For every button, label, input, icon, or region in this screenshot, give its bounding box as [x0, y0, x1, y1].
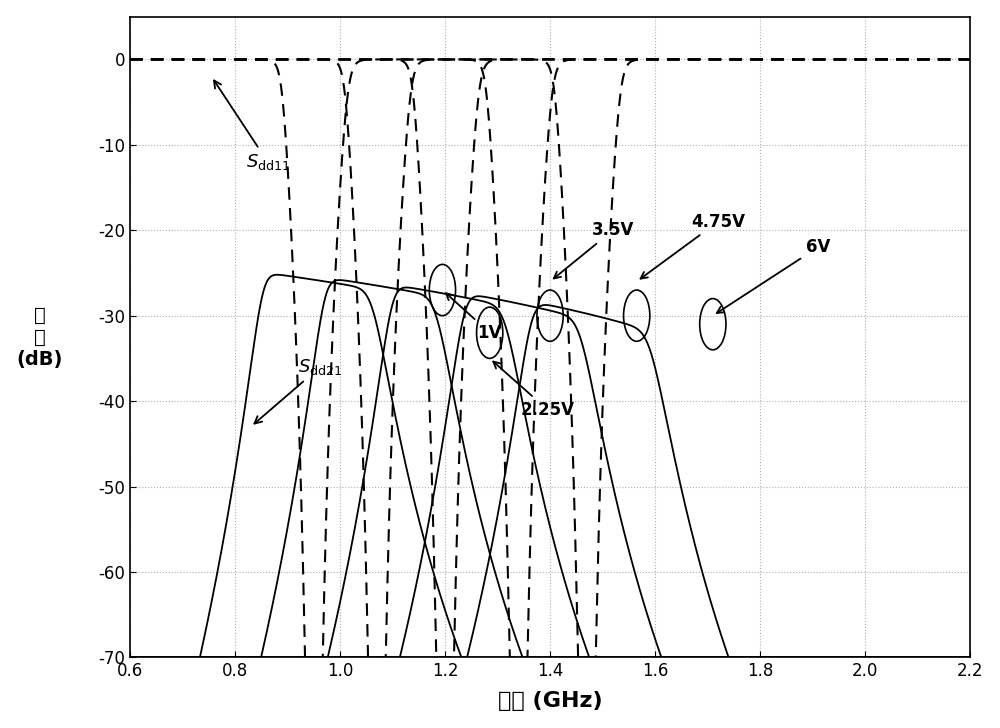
- Text: 3.5V: 3.5V: [554, 221, 634, 279]
- Text: $S_{\mathrm{dd11}}$: $S_{\mathrm{dd11}}$: [214, 81, 290, 172]
- Text: 2.25V: 2.25V: [493, 362, 574, 419]
- Y-axis label: 幅
度
(dB): 幅 度 (dB): [17, 306, 63, 368]
- X-axis label: 频率 (GHz): 频率 (GHz): [498, 692, 602, 711]
- Text: 6V: 6V: [717, 238, 830, 313]
- Text: 4.75V: 4.75V: [641, 213, 745, 279]
- Text: $S_{\mathrm{dd21}}$: $S_{\mathrm{dd21}}$: [254, 357, 342, 424]
- Text: 1V: 1V: [446, 293, 502, 341]
